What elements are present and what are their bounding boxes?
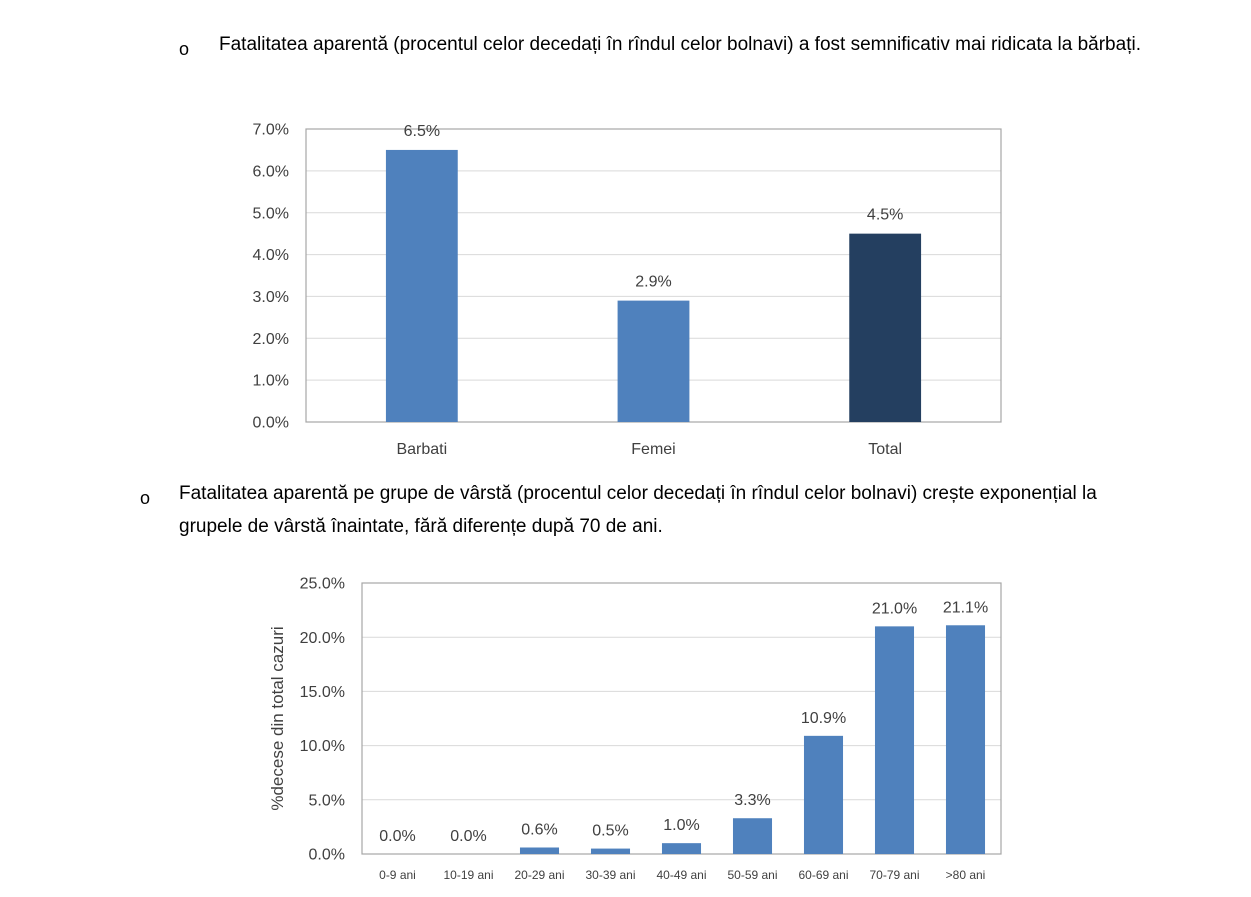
x-tick-label: 40-49 ani (656, 868, 706, 882)
x-tick-label: >80 ani (946, 868, 986, 882)
x-tick-label: 30-39 ani (585, 868, 635, 882)
bullet-text: Fatalitatea aparentă (procentul celor de… (219, 34, 1141, 55)
value-label: 21.1% (943, 599, 988, 616)
y-tick-label: 0.0% (309, 847, 345, 864)
value-label: 0.5% (592, 823, 628, 840)
y-axis-title: %decese din total cazuri (268, 626, 287, 810)
x-tick-label: 10-19 ani (443, 868, 493, 882)
value-label: 1.0% (663, 817, 699, 834)
value-label: 0.6% (521, 821, 557, 838)
x-tick-label: Total (868, 441, 902, 458)
bar (874, 626, 915, 854)
chart-2: 0.0% 5.0% 10.0% 15.0% 20.0% 25.0% 0.0% 0-9 ani 0… (268, 576, 1002, 882)
y-tick-label: 25.0% (300, 576, 345, 593)
bar (590, 848, 631, 854)
bar (617, 300, 690, 422)
x-tick-label: 70-79 ani (869, 868, 919, 882)
x-tick-label: 0-9 ani (379, 868, 416, 882)
bar (803, 735, 844, 854)
y-tick-label: 2.0% (253, 331, 289, 348)
y-tick-label: 0.0% (253, 415, 289, 432)
chart-1: 0.0% 1.0% 2.0% 3.0% 4.0% 5.0% 6.0% 7.0% 6.5% Barb… (253, 122, 1002, 458)
y-tick-label: 15.0% (300, 684, 345, 701)
y-tick-label: 10.0% (300, 738, 345, 755)
bullet-marker: o (140, 488, 151, 508)
x-tick-label: Femei (631, 441, 675, 458)
x-tick-label: 60-69 ani (798, 868, 848, 882)
bar (385, 149, 458, 422)
bar (849, 233, 922, 422)
y-tick-label: 6.0% (253, 163, 289, 180)
value-label: 21.0% (872, 600, 917, 617)
y-tick-label: 4.0% (253, 247, 289, 264)
bar (732, 818, 773, 854)
y-tick-label: 20.0% (300, 630, 345, 647)
bar (945, 625, 986, 854)
y-tick-label: 7.0% (253, 122, 289, 139)
bullet-text: Fatalitatea aparentă pe grupe de vârstă … (179, 483, 1097, 537)
y-tick-label: 5.0% (309, 792, 345, 809)
x-tick-label: Barbati (396, 441, 447, 458)
value-label: 3.3% (734, 792, 770, 809)
value-label: 2.9% (635, 274, 671, 291)
bar (519, 847, 560, 854)
y-tick-label: 1.0% (253, 373, 289, 390)
value-label: 4.5% (867, 207, 903, 224)
bullet-marker: o (179, 39, 190, 59)
x-tick-label: 50-59 ani (727, 868, 777, 882)
value-label: 0.0% (379, 828, 415, 845)
bar (661, 843, 702, 854)
value-label: 0.0% (450, 828, 486, 845)
y-tick-label: 3.0% (253, 289, 289, 306)
y-tick-label: 5.0% (253, 205, 289, 222)
value-label: 10.9% (801, 710, 846, 727)
x-tick-label: 20-29 ani (514, 868, 564, 882)
value-label: 6.5% (404, 123, 440, 140)
